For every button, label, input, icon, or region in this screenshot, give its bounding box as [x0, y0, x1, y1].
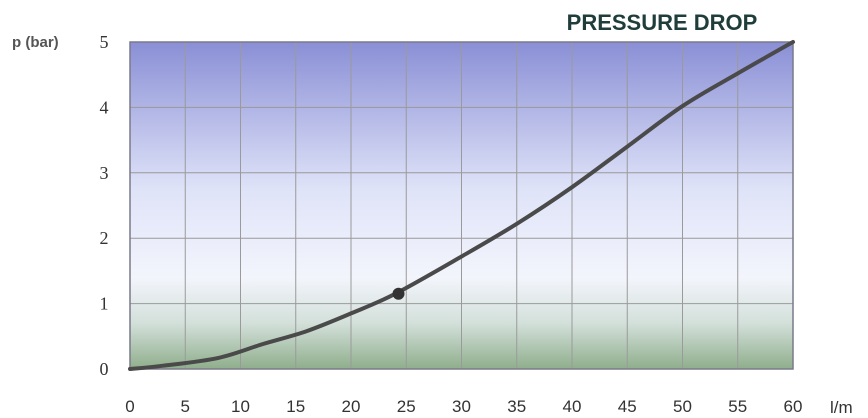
- y-tick-label-4: 4: [100, 97, 109, 117]
- series-layer: [128, 40, 795, 371]
- x-tick-label-2: 10: [231, 397, 250, 416]
- x-axis-ticks: 0 5 10 15 20 25 30 35 40 45 50 55 60: [125, 397, 802, 416]
- y-axis-ticks: 0 1 2 3 4 5: [100, 32, 109, 379]
- x-tick-label-7: 35: [507, 397, 526, 416]
- chart-title: PRESSURE DROP: [567, 10, 758, 35]
- x-tick-label-10: 50: [673, 397, 692, 416]
- y-axis-label: p (bar): [12, 34, 59, 51]
- title-backdrop: [506, 0, 868, 40]
- x-tick-label-3: 15: [286, 397, 305, 416]
- x-axis-label: l/m: [830, 398, 853, 417]
- series-line-0: [128, 40, 795, 371]
- x-tick-label-9: 45: [618, 397, 637, 416]
- highlight-point: [392, 287, 405, 300]
- x-tick-label-4: 20: [342, 397, 361, 416]
- y-tick-label-3: 3: [100, 163, 109, 183]
- x-tick-label-8: 40: [563, 397, 582, 416]
- y-tick-label-0: 0: [100, 359, 109, 379]
- x-tick-label-0: 0: [125, 397, 134, 416]
- x-tick-label-12: 60: [784, 397, 803, 416]
- plot-frame: [129, 41, 794, 370]
- x-tick-label-1: 5: [181, 397, 190, 416]
- x-tick-label-5: 25: [397, 397, 416, 416]
- grid: [130, 42, 793, 369]
- y-tick-label-2: 2: [100, 228, 109, 248]
- y-tick-label-1: 1: [100, 294, 109, 314]
- y-tick-label-5: 5: [100, 32, 109, 52]
- x-tick-label-6: 30: [452, 397, 471, 416]
- x-tick-label-11: 55: [728, 397, 747, 416]
